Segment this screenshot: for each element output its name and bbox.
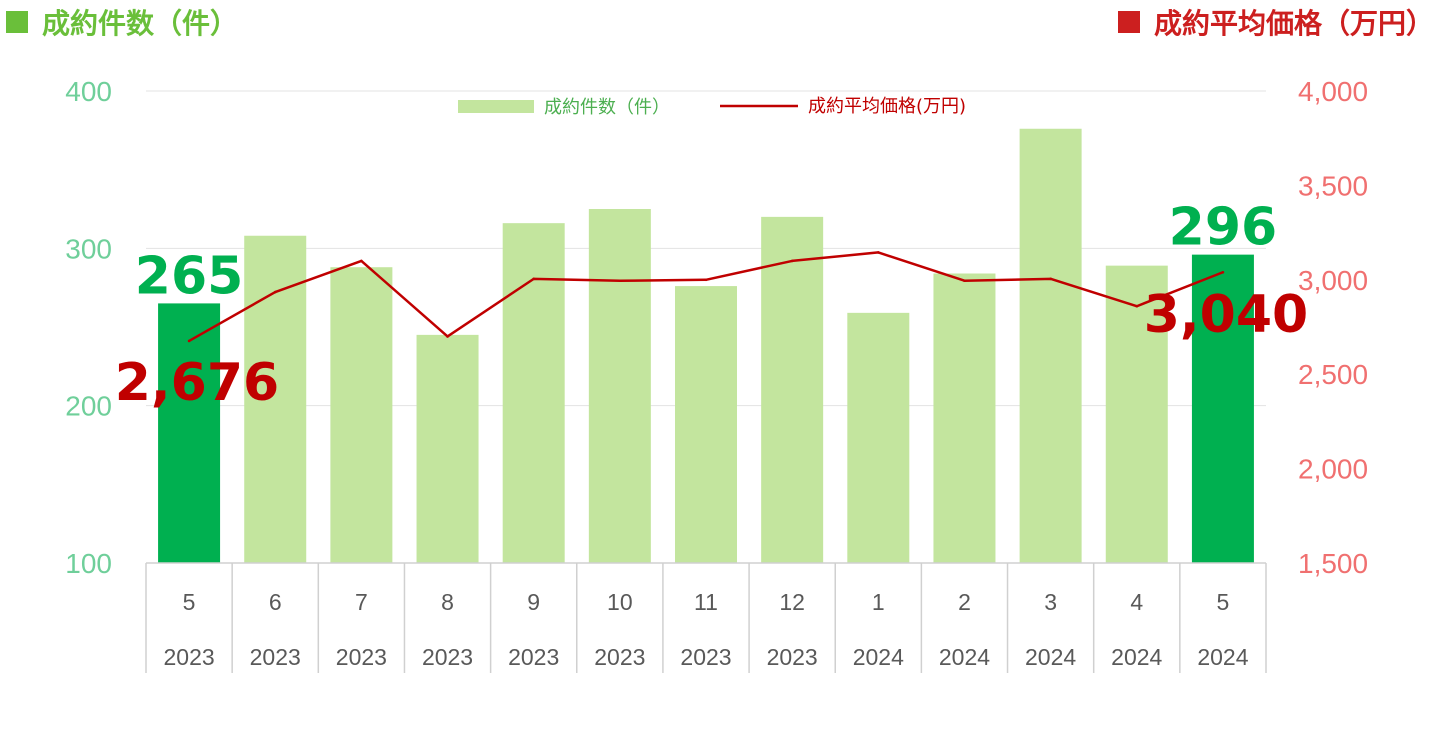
- category-year-label: 2024: [1197, 644, 1248, 670]
- bar: [1105, 265, 1168, 563]
- right-axis-header-text: 成約平均価格（万円）: [1153, 7, 1434, 40]
- price-line-point: [877, 251, 880, 254]
- bar: [502, 223, 565, 563]
- bar: [675, 286, 737, 563]
- category-month-label: 10: [607, 589, 633, 615]
- price-line-point: [1135, 304, 1139, 308]
- bar: [158, 303, 221, 563]
- right-axis-tick-label: 3,500: [1298, 170, 1368, 201]
- green-square-icon: [6, 11, 28, 33]
- category-month-label: 3: [1044, 589, 1057, 615]
- category-year-label: 2023: [508, 644, 559, 670]
- category-year-label: 2023: [163, 644, 214, 670]
- legend-bar-swatch: [458, 100, 534, 113]
- red-square-icon: [1117, 11, 1140, 33]
- line-data-label: 2,676: [115, 353, 279, 413]
- category-year-label: 2023: [336, 644, 387, 670]
- bar: [933, 273, 996, 563]
- price-line-point: [618, 279, 622, 283]
- right-axis-tick-label: 2,500: [1298, 359, 1368, 390]
- price-line-point: [446, 335, 449, 338]
- bar: [416, 334, 479, 563]
- bar: [244, 235, 307, 563]
- category-year-label: 2023: [767, 644, 818, 670]
- category-month-label: 4: [1130, 589, 1143, 615]
- price-line-point: [963, 279, 966, 283]
- right-axis-tick-label: 2,000: [1298, 454, 1368, 485]
- price-line-point: [360, 259, 363, 263]
- legend-bar-label: 成約件数（件）: [544, 97, 670, 118]
- left-axis-header: 成約件数（件）: [6, 2, 238, 42]
- category-year-label: 2023: [422, 644, 473, 670]
- price-line-point: [273, 290, 277, 294]
- bar-data-label: 265: [135, 246, 244, 306]
- category-month-label: 1: [872, 589, 885, 615]
- category-month-label: 5: [183, 589, 196, 615]
- category-month-label: 9: [527, 589, 540, 615]
- right-axis-tick-label: 3,000: [1298, 265, 1368, 296]
- bar: [330, 267, 393, 563]
- price-line-point: [704, 278, 708, 282]
- right-axis-tick-label: 4,000: [1298, 76, 1368, 107]
- price-line-point: [532, 277, 535, 281]
- category-year-label: 2024: [853, 644, 904, 670]
- category-year-label: 2024: [1111, 644, 1162, 670]
- left-axis-tick-label: 400: [65, 76, 112, 107]
- category-year-label: 2024: [1025, 644, 1076, 670]
- legend-line-label: 成約平均価格(万円): [808, 96, 966, 117]
- left-axis-header-text: 成約件数（件）: [42, 7, 239, 40]
- bar: [588, 209, 651, 563]
- left-axis-tick-label: 100: [65, 548, 112, 579]
- left-axis-tick-label: 300: [65, 233, 112, 264]
- category-year-label: 2023: [250, 644, 301, 670]
- category-month-label: 12: [779, 589, 805, 615]
- bar-data-label: 296: [1169, 198, 1278, 258]
- category-month-label: 11: [694, 589, 718, 615]
- bar: [1019, 128, 1082, 563]
- price-line-point: [790, 259, 794, 263]
- category-year-label: 2023: [594, 644, 645, 670]
- bar: [1191, 254, 1254, 564]
- bar: [847, 312, 910, 563]
- category-year-label: 2023: [680, 644, 731, 670]
- price-line-point: [187, 339, 191, 343]
- category-month-label: 7: [355, 589, 368, 615]
- bar: [761, 216, 824, 563]
- category-month-label: 6: [269, 589, 282, 615]
- category-month-label: 8: [441, 589, 454, 615]
- line-data-label: 3,040: [1144, 285, 1308, 345]
- category-month-label: 2: [958, 589, 971, 615]
- left-axis-tick-label: 200: [65, 391, 112, 422]
- right-axis-header: 成約平均価格（万円）: [1117, 2, 1434, 42]
- price-line-point: [1221, 270, 1225, 274]
- category-month-label: 5: [1217, 589, 1230, 615]
- category-year-label: 2024: [939, 644, 990, 670]
- price-line-point: [1049, 277, 1052, 281]
- right-axis-tick-label: 1,500: [1298, 548, 1368, 579]
